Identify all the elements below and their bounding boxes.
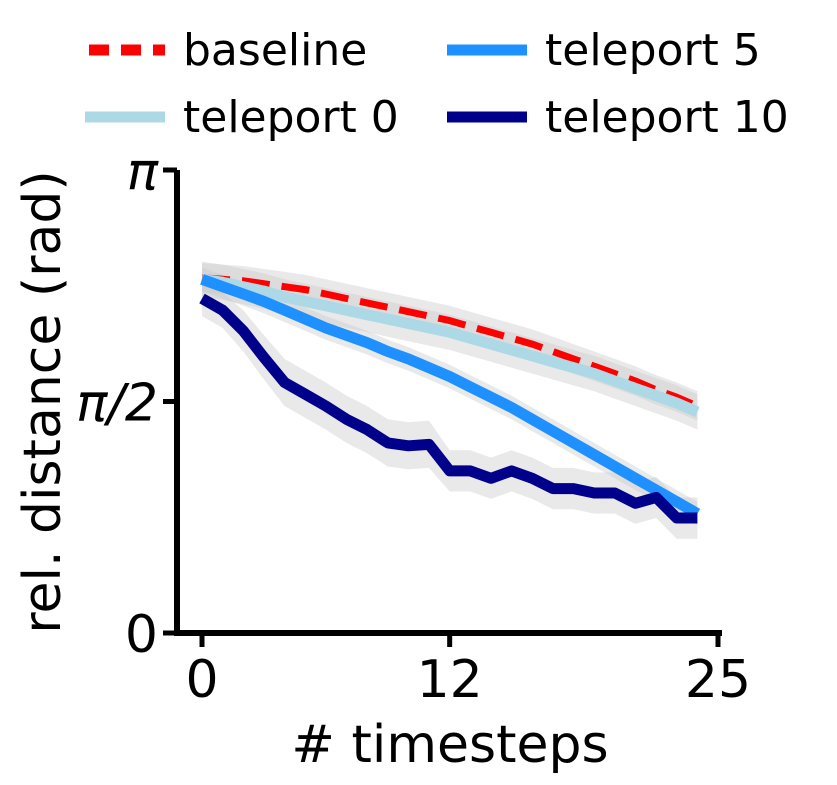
band-teleport-0 xyxy=(202,261,698,430)
line-teleport-10 xyxy=(199,293,698,524)
y-tick-label: π xyxy=(127,142,159,202)
line-teleport-0 xyxy=(201,273,700,417)
x-tick-label: 25 xyxy=(685,650,751,710)
line-baseline xyxy=(201,274,699,410)
y-axis-title: rel. distance (rad) xyxy=(13,170,73,633)
x-tick-label: 12 xyxy=(417,650,483,710)
x-axis-title: # timesteps xyxy=(291,715,608,775)
line-teleport-5 xyxy=(200,274,701,519)
legend-label-teleport-5: teleport 5 xyxy=(545,25,761,76)
legend-label-teleport-0: teleport 0 xyxy=(183,92,399,143)
band-teleport-10 xyxy=(202,280,698,539)
y-tick-label: 0 xyxy=(125,605,158,665)
legend-label-baseline: baseline xyxy=(183,25,367,76)
legend-label-teleport-10: teleport 10 xyxy=(545,92,789,143)
legend: baseline teleport 0 teleport 5 teleport 10 xyxy=(85,25,789,143)
series-lines xyxy=(199,273,701,524)
y-tick-label: π/2 xyxy=(76,373,158,433)
ticks: 0 12 25 0 π/2 π xyxy=(76,142,751,710)
x-tick-label: 0 xyxy=(185,650,218,710)
